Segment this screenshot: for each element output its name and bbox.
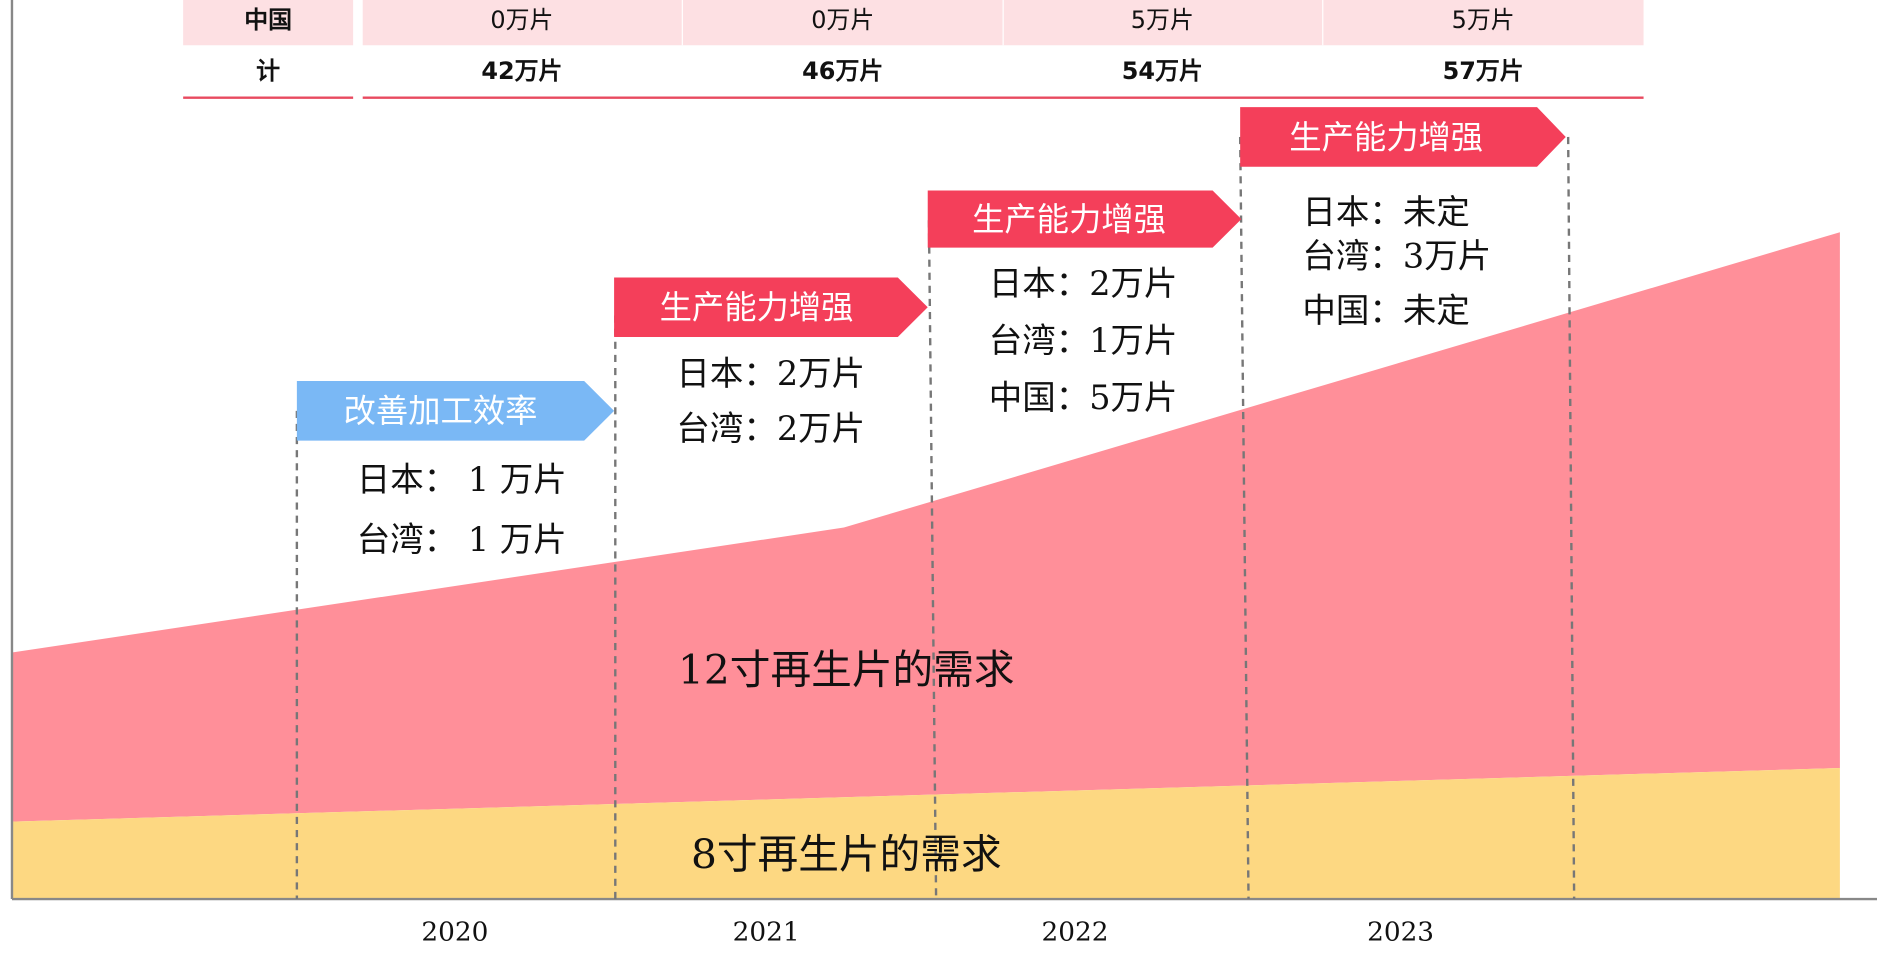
- table-cell: 46万片: [802, 57, 883, 85]
- banner-label: 改善加工效率: [344, 392, 538, 430]
- area-label: 12寸再生片的需求: [678, 645, 1015, 693]
- banner: [1240, 107, 1566, 167]
- stage-line: 台湾： 1 万片: [357, 520, 567, 559]
- dividers: [295, 136, 1576, 900]
- stage-line: 日本：未定: [1302, 192, 1469, 231]
- table-cell: 57万片: [1443, 57, 1524, 85]
- year-label: 2023: [1367, 918, 1434, 948]
- year-label: 2020: [421, 918, 488, 948]
- table-cell: 54万片: [1122, 57, 1203, 85]
- stage-line: 台湾：1万片: [989, 321, 1178, 360]
- table-cell: 5万片: [1452, 6, 1515, 34]
- stage-line: 日本： 1 万片: [357, 460, 567, 499]
- stage-line: 中国：5万片: [989, 378, 1178, 417]
- table-cell: 42万片: [481, 57, 562, 85]
- table-cell: 中国: [244, 6, 292, 34]
- year-label: 2022: [1041, 918, 1108, 948]
- table-cell: 计: [256, 57, 280, 85]
- table-cell: 5万片: [1131, 6, 1194, 34]
- stage-line: 中国：未定: [1302, 291, 1469, 330]
- banner-label: 生产能力增强: [660, 289, 854, 327]
- banner: [296, 381, 615, 441]
- area-12inch: [11, 232, 1840, 822]
- stage-line: 台湾：2万片: [676, 409, 865, 448]
- year-label: 2021: [733, 918, 800, 948]
- banner-label: 生产能力增强: [972, 201, 1166, 239]
- banner: [614, 277, 928, 337]
- divider: [1566, 136, 1576, 900]
- stage-line: 日本：2万片: [989, 264, 1178, 303]
- area-8inch: [11, 768, 1840, 900]
- table-cell: 0万片: [811, 6, 874, 34]
- stage-line: 台湾：3万片: [1302, 236, 1491, 275]
- table-cell: 0万片: [490, 6, 553, 34]
- table-cell-bg: [183, 0, 354, 46]
- divider: [927, 220, 938, 900]
- divider: [1238, 136, 1250, 900]
- stage-line: 日本：2万片: [676, 354, 865, 393]
- area-label: 8寸再生片的需求: [691, 830, 1002, 878]
- banner-label: 生产能力增强: [1289, 118, 1483, 156]
- banner: [927, 190, 1242, 248]
